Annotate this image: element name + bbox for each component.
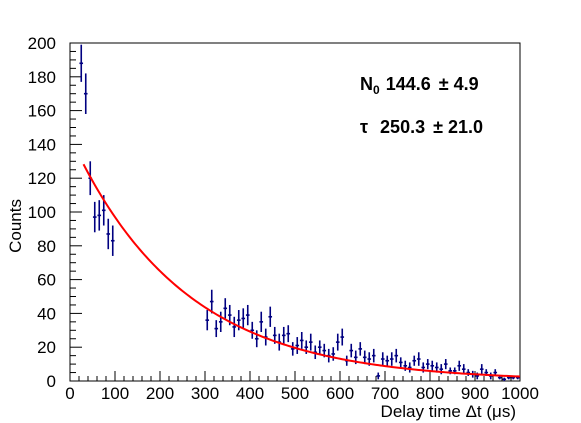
data-point [349,343,354,358]
y-tick-label: 100 [28,203,56,222]
data-point [407,362,412,373]
data-point [79,44,84,82]
data-point [209,289,214,314]
data-point [218,311,223,332]
data-point [295,337,300,354]
data-point [394,348,399,363]
data-points [79,44,520,381]
data-point [398,357,403,368]
y-tick-label: 160 [28,102,56,121]
data-point [362,350,367,365]
data-point [376,372,381,380]
tau-value: 250.3 [380,117,425,137]
x-tick-label: 1000 [501,384,539,403]
data-point [254,330,259,348]
data-point [223,298,228,319]
y-tick-label: 120 [28,169,56,188]
data-point [308,333,313,351]
x-axis-title: Delay time Δt (μs) [381,402,516,421]
x-tick-label: 600 [326,384,354,403]
x-tick-label: 800 [416,384,444,403]
y-axis-title: Counts [6,199,25,253]
y-tick-label: 40 [37,304,56,323]
n0-value: 144.6 [386,74,431,94]
fit-curve [82,163,521,378]
data-point [425,359,430,370]
x-tick-label: 100 [101,384,129,403]
tau-label: τ 250.3 ± 21.0 [360,117,483,137]
data-point [380,352,385,366]
data-point [430,360,435,371]
data-point [214,320,219,338]
data-point [412,355,417,366]
x-tick-label: 300 [191,384,219,403]
x-tick-label: 500 [281,384,309,403]
data-point [358,342,363,356]
y-tick-label: 180 [28,68,56,87]
data-point [502,377,507,381]
data-point [241,308,246,329]
n0-label: N0 144.6 ± 4.9 [360,74,479,97]
tau-error: ± 21.0 [433,117,483,137]
x-tick-label: 700 [371,384,399,403]
data-point [92,201,97,233]
y-axis-ticks [70,42,82,382]
data-point [457,360,462,371]
x-tick-label: 900 [461,384,489,403]
x-tick-label: 0 [65,384,74,403]
y-tick-label: 60 [37,271,56,290]
tau-symbol: τ [360,117,368,137]
data-point [97,200,102,231]
y-tick-label: 0 [47,372,56,391]
n0-subscript: 0 [373,83,380,97]
data-point [281,326,286,344]
fit-results: N0 144.6 ± 4.9 τ 250.3 ± 21.0 [360,74,483,137]
x-axis-ticks [69,371,521,381]
data-point [461,364,466,375]
data-point [385,355,390,366]
data-point [205,310,210,331]
data-point [232,316,237,338]
n0-symbol: N [360,74,373,94]
data-point [83,73,88,114]
data-point [389,352,394,366]
data-point [331,347,336,361]
data-point [340,328,345,346]
data-point [290,342,295,356]
x-tick-label: 200 [146,384,174,403]
data-point [106,218,111,250]
y-tick-label: 140 [28,135,56,154]
data-point [335,333,340,351]
y-axis-tick-labels: 0 20 40 60 80 100 120 140 160 180 200 [28,34,56,391]
data-point [416,352,421,366]
data-point [299,331,304,349]
data-point [286,325,291,343]
data-point [317,340,322,354]
data-point [268,306,273,327]
data-point [259,311,264,332]
y-tick-label: 200 [28,34,56,53]
y-tick-label: 80 [37,237,56,256]
x-tick-label: 400 [236,384,264,403]
data-point [245,304,250,326]
y-tick-label: 20 [37,338,56,357]
x-axis-tick-labels: 0 100 200 300 400 500 600 700 800 900 1000 [65,384,539,403]
data-point [110,225,115,256]
data-point [443,359,448,370]
data-point [371,348,376,363]
data-point [250,321,255,339]
n0-error: ± 4.9 [439,74,479,94]
data-point [479,364,484,375]
